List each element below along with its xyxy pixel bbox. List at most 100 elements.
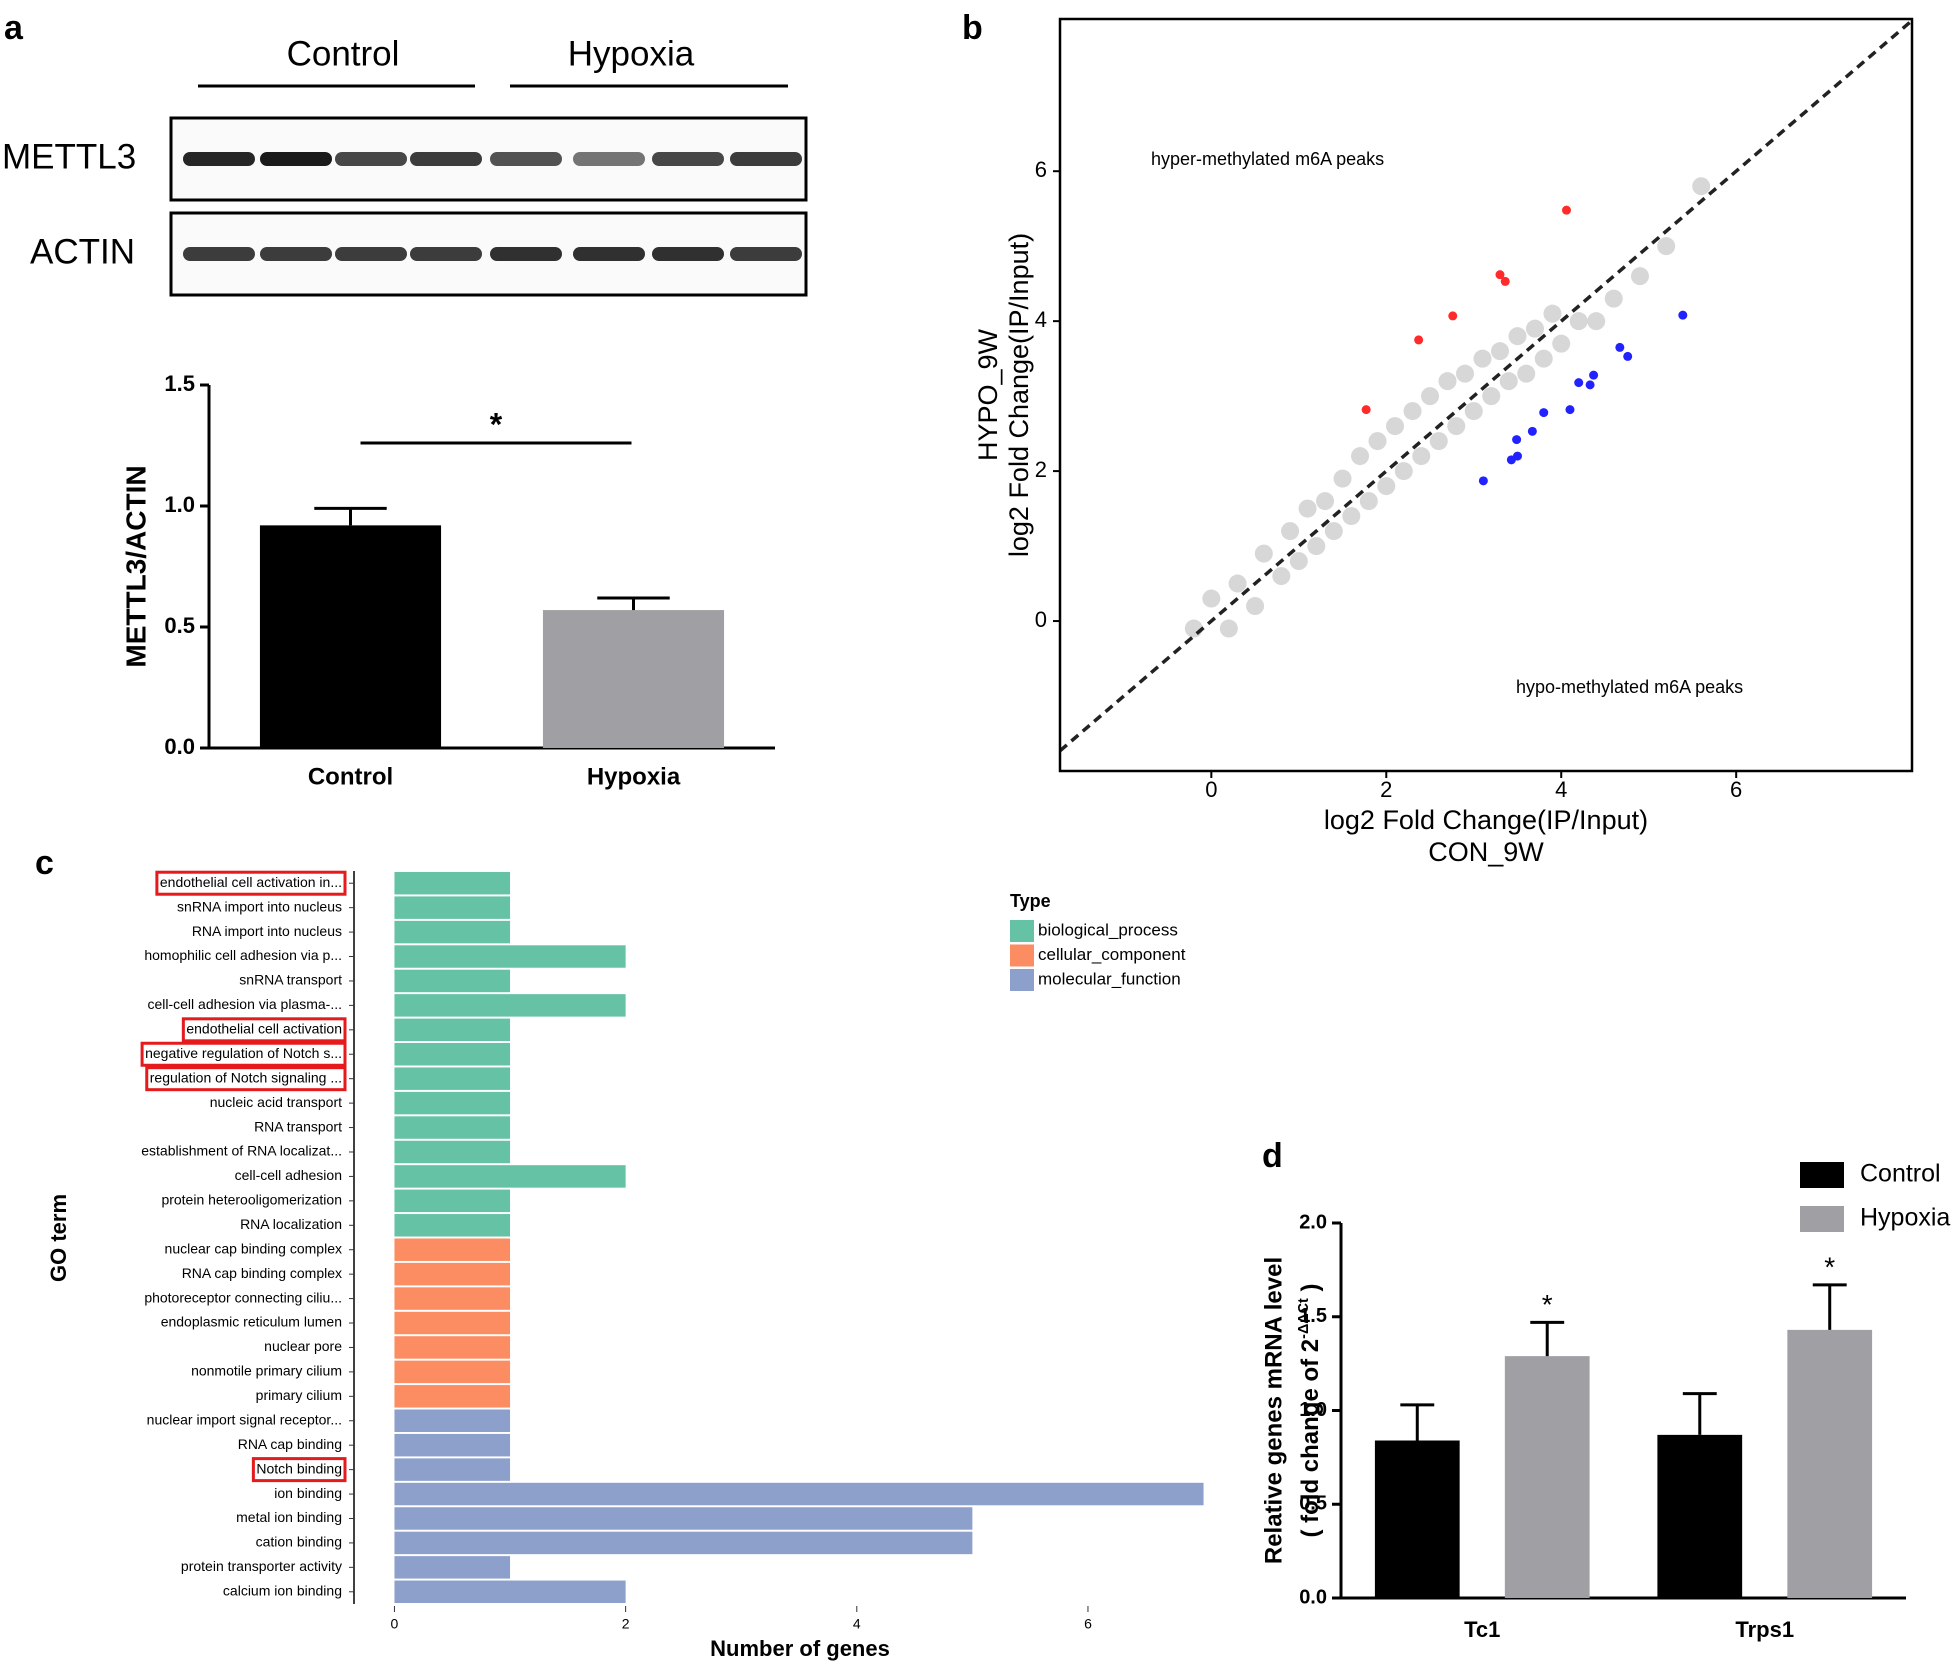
point bbox=[1456, 364, 1475, 383]
y-tick-label: RNA localization bbox=[240, 1216, 342, 1232]
point bbox=[1351, 447, 1370, 466]
y-tick-label: nucleic acid transport bbox=[210, 1094, 342, 1110]
y-tick-label: 0.5 bbox=[1299, 1493, 1327, 1515]
x-tick-label: Tc1 bbox=[1464, 1617, 1500, 1642]
y-tick-label: endoplasmic reticulum lumen bbox=[161, 1314, 342, 1330]
point bbox=[1539, 408, 1549, 418]
y-tick-label: establishment of RNA localizat... bbox=[141, 1143, 342, 1159]
point bbox=[1565, 405, 1575, 415]
bar bbox=[394, 1409, 511, 1432]
bar bbox=[394, 1043, 511, 1066]
point bbox=[1630, 267, 1649, 286]
y-axis-label: log2 Fold Change(IP/Input) bbox=[1004, 233, 1034, 557]
point bbox=[1324, 522, 1343, 541]
point bbox=[1421, 387, 1440, 406]
y-tick-label: snRNA import into nucleus bbox=[177, 898, 342, 914]
y-tick-label: 0 bbox=[1035, 607, 1047, 632]
blot-band bbox=[730, 247, 802, 261]
point bbox=[1517, 364, 1536, 383]
y-tick-label: nonmotile primary cilium bbox=[191, 1363, 342, 1379]
y-tick-label: 2.0 bbox=[1299, 1211, 1327, 1233]
x-axis-label: CON_9W bbox=[1428, 837, 1544, 867]
point bbox=[1482, 387, 1501, 406]
y-axis-label: Relative genes mRNA level bbox=[1260, 1257, 1287, 1564]
highlight-box bbox=[155, 870, 347, 896]
point bbox=[1361, 405, 1371, 415]
bar bbox=[394, 1507, 973, 1530]
bar bbox=[394, 1140, 511, 1164]
bar bbox=[394, 1165, 626, 1188]
bar bbox=[394, 1189, 511, 1213]
legend-swatch bbox=[1800, 1162, 1844, 1188]
blot-band bbox=[410, 247, 482, 261]
bar bbox=[394, 896, 511, 919]
y-axis-label-part: ( fold change of 2 bbox=[1297, 1339, 1324, 1538]
point bbox=[1623, 351, 1633, 361]
blot-band bbox=[335, 152, 407, 166]
x-axis-label: Number of genes bbox=[710, 1636, 890, 1661]
point bbox=[1386, 417, 1405, 436]
point bbox=[1368, 432, 1387, 451]
bar bbox=[394, 994, 626, 1017]
error-bar bbox=[314, 506, 387, 526]
bar bbox=[394, 1311, 511, 1335]
blot-band bbox=[260, 152, 332, 166]
bar bbox=[394, 1214, 511, 1237]
point bbox=[1525, 319, 1544, 338]
point bbox=[1506, 455, 1516, 465]
group-label: Control bbox=[287, 34, 400, 73]
blot-band bbox=[490, 247, 562, 261]
x-tick-label: 0 bbox=[391, 1616, 399, 1632]
y-axis-label-part: ) bbox=[1297, 1283, 1324, 1298]
point bbox=[1534, 349, 1553, 368]
y-tick-label: nuclear pore bbox=[264, 1338, 342, 1354]
point bbox=[1527, 426, 1537, 436]
blot-band bbox=[410, 152, 482, 166]
y-tick-label: nuclear import signal receptor... bbox=[147, 1411, 342, 1427]
highlight-box bbox=[251, 1457, 347, 1483]
group-label: Hypoxia bbox=[568, 34, 695, 73]
y-tick-label: metal ion binding bbox=[236, 1509, 342, 1525]
y-tick-label: cation binding bbox=[256, 1534, 342, 1550]
point bbox=[1585, 380, 1595, 390]
point bbox=[1377, 477, 1396, 496]
y-tick-label: 0.0 bbox=[1299, 1586, 1327, 1608]
y-tick-label: RNA cap binding bbox=[238, 1436, 342, 1452]
bar bbox=[394, 969, 511, 993]
blot-band bbox=[652, 247, 724, 261]
y-tick-label: calcium ion binding bbox=[223, 1582, 342, 1598]
significance: * bbox=[1542, 1289, 1553, 1320]
y-tick-label: regulation of Notch signaling ... bbox=[150, 1069, 342, 1085]
blot-band bbox=[573, 247, 645, 261]
error-bar bbox=[1400, 1403, 1435, 1441]
bar bbox=[259, 525, 442, 748]
bar bbox=[394, 945, 626, 968]
y-axis-label-part: -ΔΔCt bbox=[1296, 1298, 1312, 1339]
legend-swatch bbox=[1010, 920, 1034, 942]
point bbox=[1254, 544, 1273, 563]
y-tick-label: cell-cell adhesion bbox=[235, 1167, 342, 1183]
bar bbox=[394, 1482, 1204, 1506]
y-tick-label: RNA transport bbox=[254, 1118, 342, 1134]
bar bbox=[394, 1018, 511, 1042]
y-tick-label: endothelial cell activation in... bbox=[160, 874, 342, 890]
point bbox=[1414, 335, 1424, 345]
bar bbox=[394, 871, 511, 895]
point bbox=[1281, 522, 1300, 541]
bar bbox=[394, 1458, 511, 1481]
point bbox=[1574, 378, 1584, 388]
blot-band bbox=[183, 247, 255, 261]
bar bbox=[394, 1238, 511, 1261]
blot-band bbox=[730, 152, 802, 166]
diagonal bbox=[1060, 19, 1912, 753]
y-tick-label: protein transporter activity bbox=[181, 1558, 342, 1574]
point bbox=[1615, 342, 1625, 352]
points bbox=[1184, 177, 1711, 638]
error-bar bbox=[1812, 1283, 1847, 1330]
point bbox=[1438, 372, 1457, 391]
point bbox=[1500, 276, 1510, 286]
point bbox=[1359, 492, 1378, 511]
point bbox=[1448, 311, 1458, 321]
y-tick-label: photoreceptor connecting ciliu... bbox=[144, 1289, 342, 1305]
